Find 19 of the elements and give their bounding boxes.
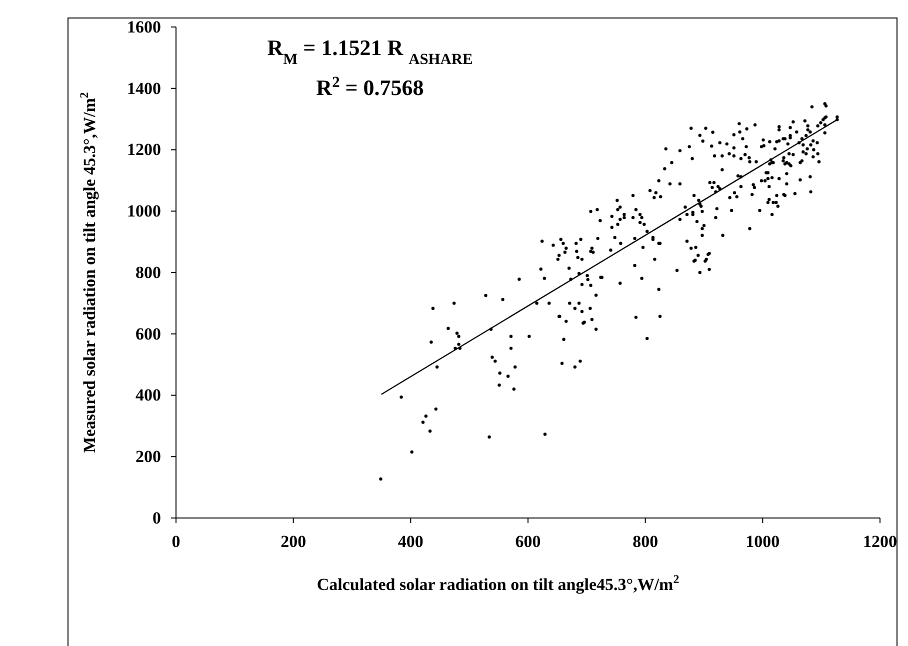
y-tick-label: 1400 <box>127 78 161 98</box>
x-axis-title: Calculated solar radiation on tilt angle45.3°,W/m$^{2}$ <box>316 572 680 594</box>
annotation: R$^{2}$ = 0.7568 <box>316 74 424 100</box>
y-tick-label: 200 <box>136 447 161 466</box>
x-tick-label: 1200 <box>863 532 897 552</box>
annotation: R$_{M}$ = 1.1521 R $_{ASHARE}$ <box>267 35 473 68</box>
x-tick-label: 200 <box>280 532 306 552</box>
y-tick-label: 600 <box>136 324 161 344</box>
y-tick-label: 1600 <box>127 17 161 36</box>
x-tick-label: 1000 <box>746 532 780 552</box>
x-tick-label: 800 <box>632 532 658 552</box>
y-tick-label: 1000 <box>127 202 161 221</box>
y-tick-label: 0 <box>152 508 161 528</box>
x-tick-label: 600 <box>515 532 541 552</box>
x-tick-label: 400 <box>398 532 424 552</box>
y-tick-label: 800 <box>136 262 161 282</box>
y-tick-label: 400 <box>136 386 161 405</box>
y-tick-label: 1200 <box>127 140 161 160</box>
x-tick-label: 0 <box>172 532 180 552</box>
